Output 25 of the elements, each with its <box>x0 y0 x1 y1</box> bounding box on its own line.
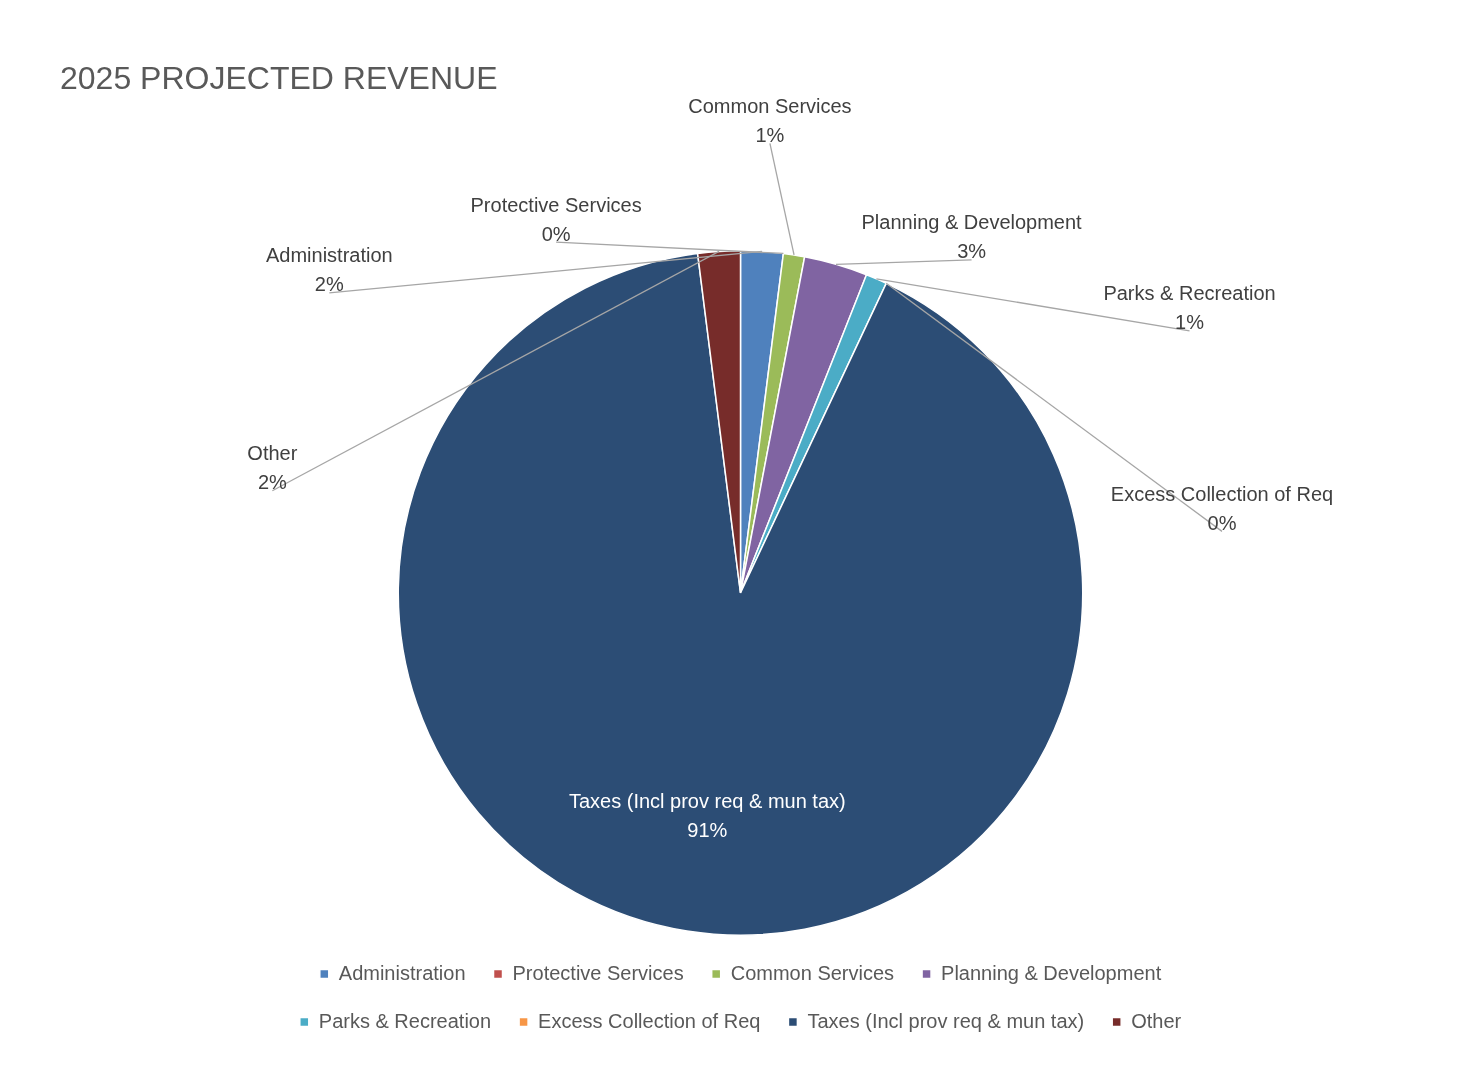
data-label: 2% <box>257 471 288 494</box>
data-label: 1% <box>755 123 785 146</box>
chart-title: 2025 PROJECTED REVENUE <box>60 59 498 96</box>
data-label: 3% <box>957 240 987 263</box>
legend-label: Planning & Development <box>941 961 1162 984</box>
data-label: 2% <box>314 273 344 296</box>
slice-label: Common Services <box>688 94 852 117</box>
legend-label: Excess Collection of Req <box>538 1009 761 1032</box>
text: 0% <box>1207 511 1237 534</box>
legend-label: Taxes (Incl prov req & mun tax) <box>807 1009 1085 1032</box>
slice-label: Planning & Development <box>861 211 1083 234</box>
slice-label: Administration <box>265 244 393 267</box>
data-label: 91% <box>687 819 728 842</box>
category-label: Protective Services <box>470 193 642 216</box>
slice-label: Taxes (Incl prov req & mun tax) <box>568 790 846 813</box>
legend-label: Other <box>1131 1009 1182 1032</box>
data-label: 1% <box>1175 311 1205 334</box>
legend-label: Common Services <box>730 961 895 984</box>
legend-label: Administration <box>338 961 466 984</box>
text: 0% <box>541 222 571 245</box>
slice-label: Parks & Recreation <box>1103 282 1276 305</box>
legend-label: Protective Services <box>512 961 684 984</box>
category-label: Excess Collection of Req <box>1110 482 1334 505</box>
slice-label: Other <box>247 442 298 465</box>
legend-label: Parks & Recreation <box>318 1009 492 1032</box>
